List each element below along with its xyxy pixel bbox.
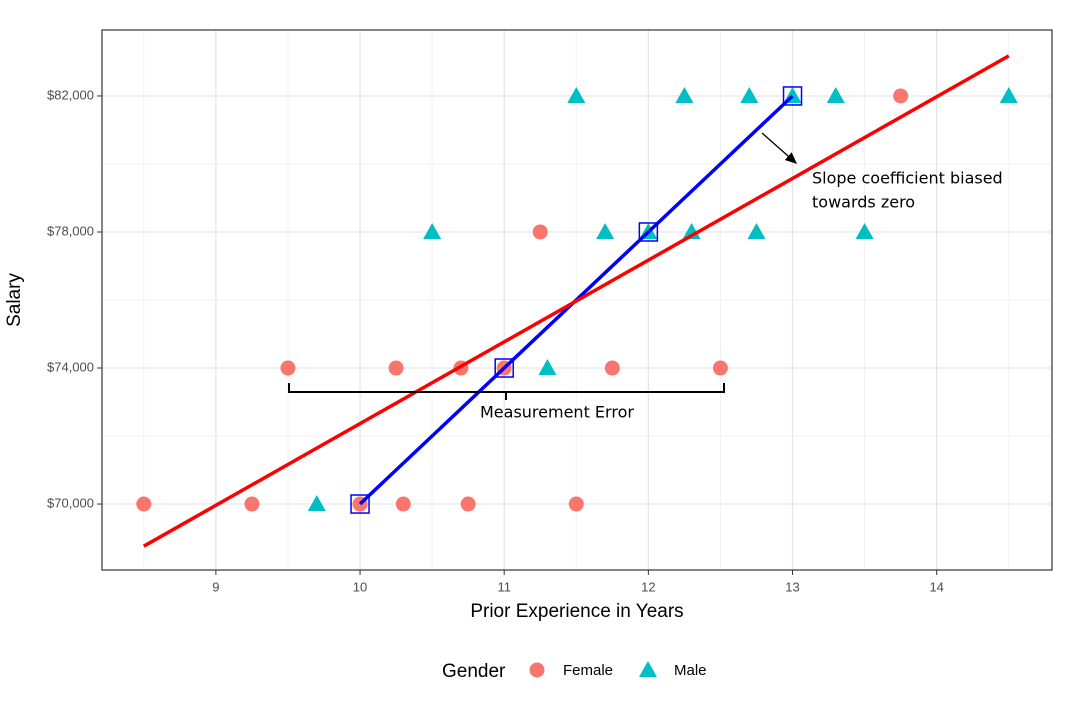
- y-axis-title: Salary: [4, 273, 25, 327]
- point: [460, 496, 476, 512]
- point: [568, 496, 584, 512]
- point: [244, 496, 260, 512]
- point: [638, 222, 659, 242]
- point: [307, 495, 326, 512]
- point: [494, 358, 514, 378]
- plot-border: [101, 29, 1053, 571]
- point: [712, 360, 728, 376]
- x-axis-title: Prior Experience in Years: [470, 601, 683, 622]
- x-tick-label: 9: [212, 579, 219, 594]
- point: [855, 222, 874, 239]
- annotation: Slope coefficient biased: [812, 169, 1003, 188]
- point: [999, 86, 1018, 103]
- annotation: Measurement Error: [480, 403, 634, 422]
- point: [423, 222, 442, 239]
- measurement-brace: [288, 383, 725, 400]
- y-tick-label: $70,000: [47, 495, 94, 510]
- legend-label: Male: [674, 662, 707, 679]
- point: [388, 360, 404, 376]
- y-tick-label: $82,000: [47, 87, 94, 102]
- point: [893, 88, 909, 104]
- legend-marker: [639, 661, 657, 677]
- x-tick-label: 12: [641, 579, 655, 594]
- point: [782, 86, 803, 106]
- point: [280, 360, 296, 376]
- x-tick-label: 13: [785, 579, 799, 594]
- point: [136, 496, 152, 512]
- point: [596, 222, 615, 239]
- point: [538, 359, 557, 376]
- marks: [136, 54, 1018, 548]
- x-tick-label: 10: [353, 579, 367, 594]
- point: [675, 86, 694, 103]
- x-tick-label: 14: [929, 579, 943, 594]
- point: [826, 86, 845, 103]
- annotation: towards zero: [812, 193, 915, 212]
- legend: Gender Female Male: [442, 661, 707, 682]
- point: [740, 86, 759, 103]
- point: [567, 86, 586, 103]
- y-tick-label: $74,000: [47, 359, 94, 374]
- annotation-arrow: [761, 132, 797, 164]
- point: [532, 224, 548, 240]
- legend-label: Female: [563, 662, 613, 679]
- point: [395, 496, 411, 512]
- point: [604, 360, 620, 376]
- point: [747, 222, 766, 239]
- x-tick-label: 11: [497, 579, 511, 594]
- legend-marker: [529, 662, 545, 678]
- point: [350, 494, 370, 514]
- y-tick-label: $78,000: [47, 223, 94, 238]
- legend-title: Gender: [442, 661, 506, 682]
- line: [142, 54, 1010, 548]
